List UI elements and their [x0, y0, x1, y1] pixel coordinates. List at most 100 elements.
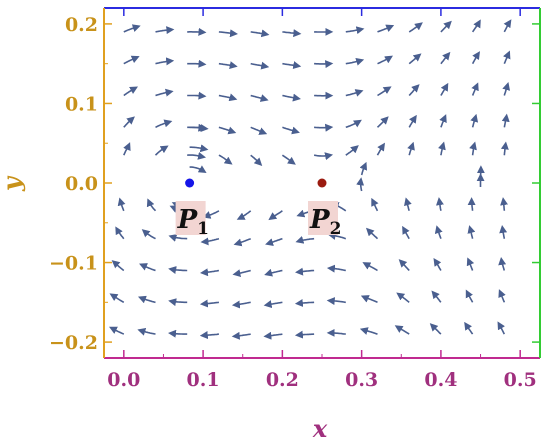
- equilibrium-points: P1 P2: [175, 178, 341, 239]
- stream-line-0: [109, 326, 125, 335]
- stream-line-7: [123, 86, 138, 97]
- stream-line-108: [440, 51, 451, 65]
- stream-line-31: [199, 299, 220, 308]
- stream-line-27: [187, 91, 207, 100]
- point-p2-label: P2: [309, 205, 341, 239]
- stream-line-115: [469, 141, 477, 156]
- y-tick-label: 0.1: [65, 93, 98, 115]
- stream-line-3: [115, 226, 125, 240]
- stream-line-35: [218, 154, 233, 165]
- point-p1-label-box: [175, 201, 206, 235]
- stream-line-94: [404, 197, 412, 212]
- stream-line-109: [440, 20, 452, 33]
- stream-line-129: [503, 19, 512, 33]
- stream-line-48: [250, 61, 270, 70]
- stream-line-38: [218, 61, 238, 70]
- stream-line-49: [250, 29, 270, 38]
- stream-line-90: [394, 325, 410, 335]
- stream-line-4: [117, 197, 126, 212]
- stream-line-87: [377, 86, 392, 97]
- stream-line-131: [189, 144, 209, 153]
- stream-line-106: [439, 114, 447, 128]
- stream-line-134: [359, 161, 368, 176]
- stream-line-40: [231, 331, 251, 340]
- stream-line-98: [408, 53, 422, 65]
- stream-line-14: [146, 198, 157, 212]
- stream-line-116: [470, 113, 479, 128]
- stream-line-102: [433, 257, 442, 271]
- stream-line-57: [282, 93, 301, 102]
- stream-line-93: [402, 225, 410, 240]
- stream-line-100: [429, 323, 442, 335]
- stream-line-119: [471, 19, 481, 33]
- stream-line-19: [155, 26, 175, 35]
- stream-line-43: [233, 237, 251, 247]
- stream-line-92: [398, 259, 410, 272]
- stream-line-114: [467, 197, 476, 211]
- stream-line-39: [218, 29, 238, 38]
- stream-line-101: [431, 290, 442, 303]
- stream-line-117: [471, 82, 479, 96]
- y-tick-label: 0.2: [65, 14, 98, 36]
- stream-line-59: [282, 29, 302, 38]
- stream-line-112: [466, 257, 475, 271]
- y-tick-label: −0.2: [49, 332, 98, 354]
- stream-line-16: [155, 119, 173, 129]
- stream-line-9: [123, 24, 141, 33]
- stream-line-84: [371, 197, 379, 212]
- stream-line-60: [294, 330, 315, 339]
- stream-line-70: [326, 328, 346, 337]
- stream-line-111: [465, 289, 474, 303]
- stream-line-37: [218, 93, 238, 102]
- stream-line-46: [250, 126, 268, 135]
- stream-line-32: [200, 268, 220, 277]
- stream-line-47: [250, 94, 269, 102]
- point-p1-label: P1: [177, 205, 209, 239]
- x-tick-label: 0.1: [187, 369, 220, 391]
- stream-line-132: [189, 124, 209, 133]
- stream-line-63: [295, 236, 315, 244]
- stream-line-55: [281, 154, 296, 165]
- stream-line-30: [199, 331, 219, 340]
- stream-line-127: [502, 82, 511, 96]
- stream-line-72: [326, 264, 346, 273]
- stream-line-50: [263, 331, 283, 340]
- stream-line-126: [501, 113, 510, 128]
- stream-line-15: [154, 145, 169, 156]
- stream-line-65: [314, 152, 334, 161]
- stream-line-99: [408, 22, 423, 33]
- stream-line-11: [137, 295, 156, 304]
- point-p2-label-box: [308, 201, 338, 235]
- stream-line-41: [231, 300, 251, 309]
- stream-line-34: [202, 210, 220, 219]
- point-p2-marker: [317, 178, 327, 188]
- stream-line-6: [123, 116, 135, 128]
- stream-line-122: [498, 256, 507, 271]
- stream-line-96: [408, 114, 417, 128]
- stream-line-81: [360, 295, 378, 304]
- stream-line-62: [295, 267, 315, 276]
- stream-line-118: [471, 51, 481, 65]
- stream-line-89: [377, 24, 395, 33]
- stream-line-22: [168, 266, 188, 274]
- stream-line-79: [345, 26, 365, 35]
- stream-line-130: [189, 165, 207, 174]
- stream-line-2: [111, 260, 125, 272]
- stream-line-120: [497, 321, 506, 335]
- stream-line-135: [356, 177, 365, 192]
- stream-line-13: [141, 229, 156, 240]
- stream-line-54: [268, 210, 283, 221]
- stream-line-124: [500, 197, 509, 211]
- stream-line-110: [464, 321, 474, 335]
- x-axis-label: x: [312, 414, 328, 443]
- stream-line-18: [155, 57, 175, 66]
- stream-line-123: [499, 224, 508, 239]
- stream-line-8: [123, 55, 140, 65]
- stream-line-1: [109, 293, 125, 304]
- x-tick-label: 0.0: [107, 369, 140, 391]
- stream-line-45: [250, 154, 263, 167]
- stream-line-53: [265, 237, 283, 246]
- stream-lines: [109, 19, 512, 340]
- stream-line-76: [345, 119, 362, 129]
- stream-line-61: [294, 299, 315, 308]
